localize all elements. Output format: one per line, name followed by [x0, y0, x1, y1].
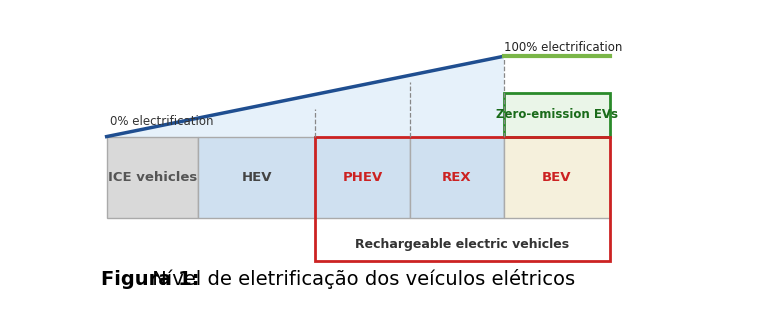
Text: 0% electrification: 0% electrification — [109, 115, 213, 128]
Bar — [198, 137, 316, 218]
Text: ICE vehicles: ICE vehicles — [108, 171, 197, 184]
Text: Zero-emission EVs: Zero-emission EVs — [496, 109, 618, 121]
Bar — [504, 93, 609, 137]
Text: Nível de eletrificação dos veículos elétricos: Nível de eletrificação dos veículos elét… — [146, 269, 575, 290]
Bar — [316, 137, 609, 261]
Bar — [106, 137, 198, 218]
Bar — [504, 137, 609, 218]
Text: Rechargeable electric vehicles: Rechargeable electric vehicles — [355, 238, 569, 251]
Text: Figura 1:: Figura 1: — [101, 270, 200, 290]
Polygon shape — [106, 56, 504, 137]
Text: PHEV: PHEV — [342, 171, 383, 184]
Bar — [410, 137, 504, 218]
Text: REX: REX — [442, 171, 471, 184]
Text: BEV: BEV — [542, 171, 572, 184]
Text: HEV: HEV — [241, 171, 272, 184]
Text: 100% electrification: 100% electrification — [504, 41, 622, 54]
Bar — [316, 137, 410, 218]
